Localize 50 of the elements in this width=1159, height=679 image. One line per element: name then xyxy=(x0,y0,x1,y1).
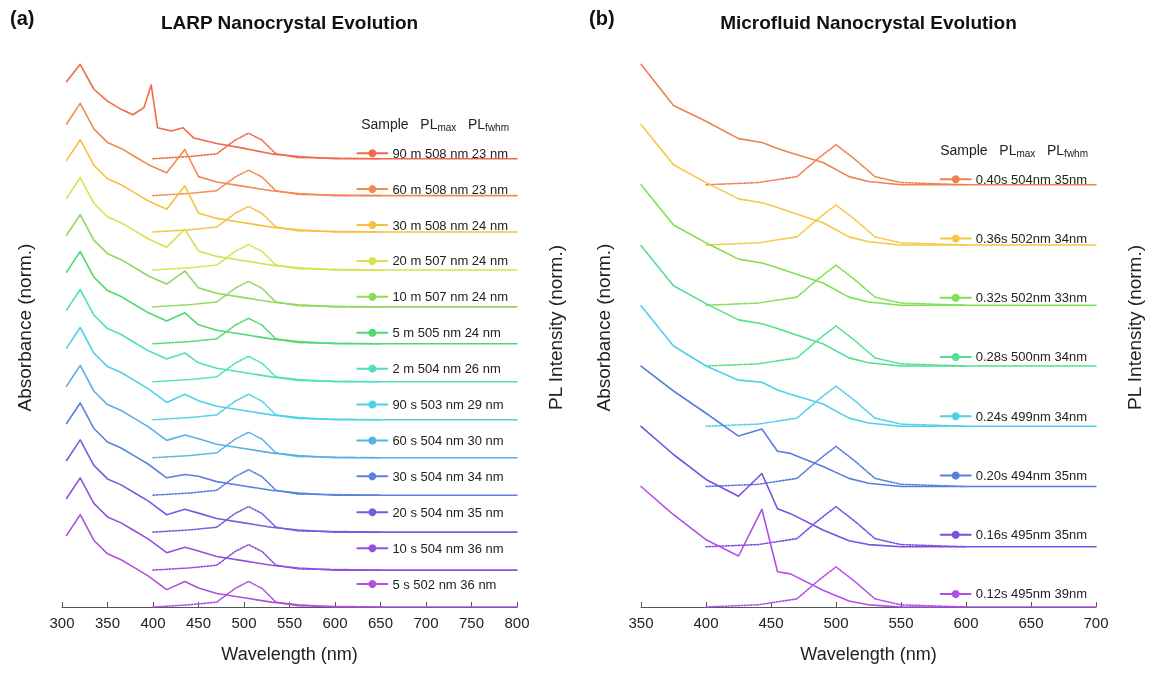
x-axis-title: Wavelength (nm) xyxy=(221,644,358,664)
x-tick-label: 350 xyxy=(94,614,121,631)
legend-label: 30 s 504 nm 34 nm xyxy=(392,468,504,484)
text: (b) xyxy=(589,7,615,29)
legend-label: 0.20s 494nm 35nm xyxy=(975,467,1087,483)
legend-label: 0.28s 500nm 34nm xyxy=(975,349,1087,365)
x-tick-label: 650 xyxy=(1018,614,1044,631)
text: (a) xyxy=(10,7,35,29)
x-tick-label: 550 xyxy=(888,614,914,631)
x-tick-label: 550 xyxy=(276,614,303,631)
y-axis-title: Absorbance (norm.) xyxy=(13,243,35,412)
legend-label: 5 s 502 nm 36 nm xyxy=(392,576,497,592)
x-tick-label: 500 xyxy=(231,614,257,631)
legend-label: 2 m 504 nm 26 nm xyxy=(392,361,501,377)
x-axis-title: Wavelength (nm) xyxy=(800,644,937,664)
x-tick-label: 400 xyxy=(140,614,166,631)
x-tick-label: 650 xyxy=(367,614,394,631)
x-tick-label: 800 xyxy=(504,614,530,631)
legend-label: 0.32s 502nm 33nm xyxy=(975,290,1087,306)
y-axis-title: Absorbance (norm.) xyxy=(592,243,614,412)
y2-axis-title: PL Intensity (norm.) xyxy=(544,244,566,411)
x-tick-label: 600 xyxy=(953,614,979,631)
chart-title: LARP Nanocrystal Evolution xyxy=(160,12,419,33)
x-tick-label: 500 xyxy=(823,614,849,631)
legend-label: 10 s 504 nm 36 nm xyxy=(392,540,504,556)
x-tick-label: 300 xyxy=(49,614,75,631)
legend-label: 30 m 508 nm 24 nm xyxy=(392,217,509,233)
x-tick-label: 350 xyxy=(628,614,654,631)
x-tick-label: 700 xyxy=(413,614,439,631)
chart-title: Microfluid Nanocrystal Evolution xyxy=(720,12,1017,33)
x-tick-label: 450 xyxy=(185,614,212,631)
x-tick-label: 750 xyxy=(458,614,485,631)
legend-label: 60 m 508 nm 23 nm xyxy=(392,181,509,197)
y2-axis-title: PL Intensity (norm.) xyxy=(1123,244,1145,411)
x-tick-label: 400 xyxy=(693,614,719,631)
legend-label: 0.40s 504nm 35nm xyxy=(975,171,1087,187)
legend-label: 20 m 507 nm 24 nm xyxy=(392,253,509,269)
legend-label: 20 s 504 nm 35 nm xyxy=(392,504,504,520)
legend-label: 0.12s 495nm 39nm xyxy=(975,586,1087,602)
legend-label: 10 m 507 nm 24 nm xyxy=(392,289,509,305)
legend-label: 0.16s 495nm 35nm xyxy=(975,527,1087,543)
legend-label: 60 s 504 nm 30 nm xyxy=(392,432,504,448)
legend-label: 5 m 505 nm 24 nm xyxy=(392,325,501,341)
x-tick-label: 450 xyxy=(758,614,784,631)
legend-label: 0.24s 499nm 34nm xyxy=(975,408,1087,424)
x-tick-label: 700 xyxy=(1083,614,1109,631)
x-tick-label: 600 xyxy=(322,614,348,631)
legend-label: 90 m 508 nm 23 nm xyxy=(392,145,509,161)
legend-label: 0.36s 502nm 34nm xyxy=(975,231,1087,247)
legend-label: 90 s 503 nm 29 nm xyxy=(392,397,504,413)
